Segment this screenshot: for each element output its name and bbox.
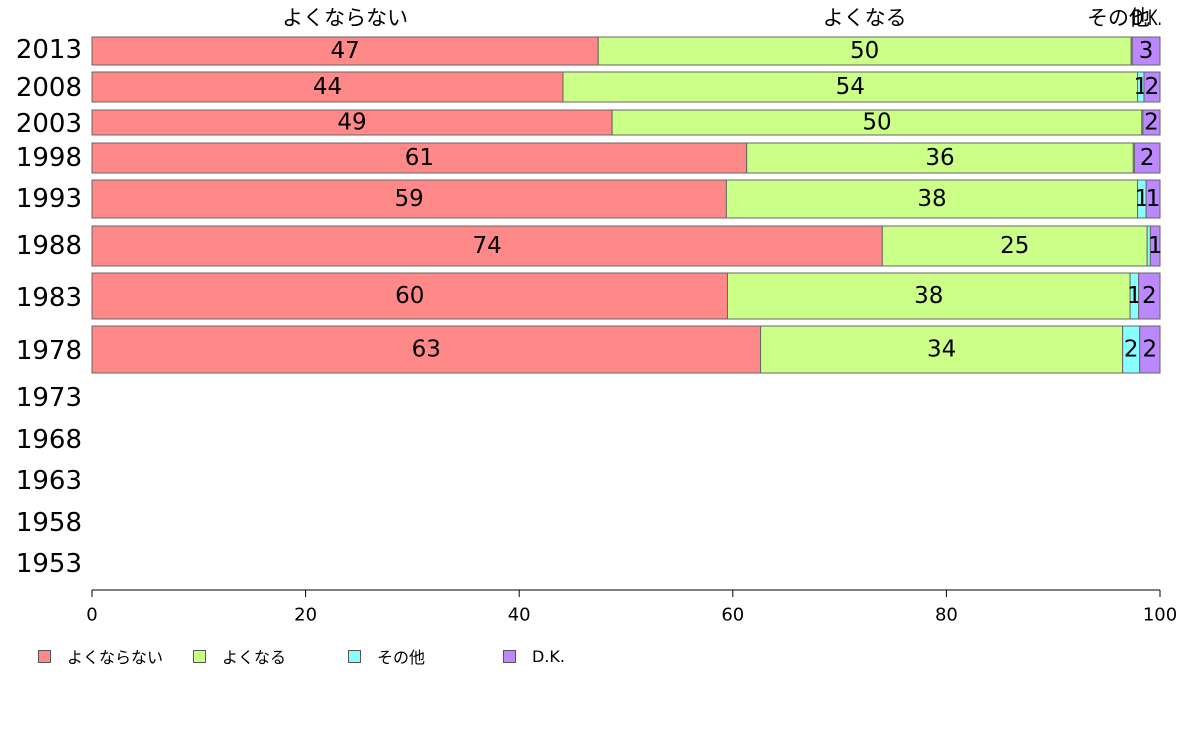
bar-value-label: 1 [1148, 233, 1163, 259]
bar-segment [1149, 225, 1161, 267]
bar-value-label: 25 [1000, 233, 1029, 259]
y-tick-label: 1988 [16, 231, 82, 261]
bar-segment [1143, 71, 1161, 103]
bar-value-label: 47 [330, 38, 359, 64]
bar-value-label: 2 [1143, 337, 1158, 363]
bar-segment [726, 272, 1131, 320]
y-tick-label: 2013 [16, 35, 82, 65]
y-tick-label: 2003 [16, 109, 82, 139]
bar-value-label: 50 [862, 110, 891, 136]
bar-value-label: 50 [850, 38, 879, 64]
bar-value-label: 59 [395, 186, 424, 212]
bar-value-label: 1 [1127, 283, 1142, 309]
bar-segment [1131, 36, 1161, 66]
legend-item: よくなる [193, 644, 348, 668]
x-tick-label: 40 [508, 605, 531, 626]
year-labels-group: 2013 2008 2003 1998 1993 1988 1983 1978 1973 1968… [16, 35, 82, 579]
bar-value-label: 2 [1124, 337, 1139, 363]
bar-segment [91, 179, 727, 219]
series-header-label: その他 [1087, 6, 1150, 30]
legend-label: よくなる [222, 648, 287, 667]
legend-swatch [38, 649, 51, 663]
y-tick-label: 1978 [16, 336, 82, 366]
bar-segment [91, 225, 883, 267]
bar-segment [1142, 109, 1161, 136]
series-header-label: よくならない [282, 6, 408, 30]
bar-value-label: 49 [337, 110, 366, 136]
bar-value-label: 44 [313, 74, 342, 100]
bar-segment [1133, 142, 1161, 174]
bar-segment [91, 272, 728, 320]
y-tick-label: 1953 [16, 549, 82, 579]
bar-value-label: 38 [917, 186, 946, 212]
x-tick-label: 100 [1143, 605, 1177, 626]
legend-item: よくならない [38, 644, 193, 668]
bar-segment [746, 142, 1134, 174]
x-tick-label: 80 [935, 605, 958, 626]
bar-segment [91, 109, 613, 136]
bar-value-label: 2 [1142, 283, 1157, 309]
legend-swatch [503, 649, 516, 663]
bar-value-label: 34 [927, 337, 956, 363]
legend-label: その他 [377, 648, 426, 667]
bar-value-label: 1 [1135, 186, 1150, 212]
series-header-label: D.K. [1132, 6, 1162, 30]
bar-value-label: 2 [1145, 74, 1160, 100]
y-tick-label: 1998 [16, 143, 82, 173]
legend-swatch [348, 649, 361, 663]
bar-segment [1139, 325, 1161, 374]
y-tick-label: 1973 [16, 383, 82, 413]
legend-label: よくならない [67, 648, 164, 667]
bar-segment [1138, 272, 1161, 320]
bar-segment [597, 36, 1132, 66]
bar-value-label: 61 [405, 145, 434, 171]
legend-label: D.K. [532, 646, 565, 666]
bar-value-label: 2 [1144, 110, 1159, 136]
bar-segment [760, 325, 1124, 374]
bar-value-label: 1 [1146, 186, 1161, 212]
bar-segment [881, 225, 1148, 267]
legend-item: その他 [348, 644, 503, 668]
x-tick-label: 0 [86, 605, 97, 626]
legend: よくならない よくなる その他 D.K. [38, 644, 658, 668]
bar-segment [611, 109, 1143, 136]
legend-swatch [193, 649, 206, 663]
y-tick-label: 1968 [16, 425, 82, 455]
legend-item: D.K. [503, 647, 658, 666]
bar-value-label: 2 [1140, 145, 1155, 171]
bar-segment [725, 179, 1139, 219]
bar-segment [91, 36, 599, 66]
bar-value-label: 3 [1139, 38, 1154, 64]
bar-value-label: 60 [395, 283, 424, 309]
y-tick-label: 1983 [16, 283, 82, 313]
y-tick-label: 1993 [16, 184, 82, 214]
bar-value-label: 74 [473, 233, 502, 259]
bar-segment [1145, 179, 1161, 219]
bar-segment [562, 71, 1139, 103]
y-tick-label: 2008 [16, 73, 82, 103]
y-tick-label: 1963 [16, 466, 82, 496]
bar-segment [91, 142, 748, 174]
series-header-label: よくなる [823, 6, 907, 30]
bar-value-label: 38 [914, 283, 943, 309]
y-tick-label: 1958 [16, 508, 82, 538]
bar-value-label: 54 [836, 74, 865, 100]
x-tick-label: 60 [721, 605, 744, 626]
bar-value-label: 63 [412, 337, 441, 363]
x-tick-label: 20 [294, 605, 317, 626]
bar-value-label: 36 [925, 145, 954, 171]
x-axis: 0 20 40 60 80 100 [86, 589, 1177, 626]
